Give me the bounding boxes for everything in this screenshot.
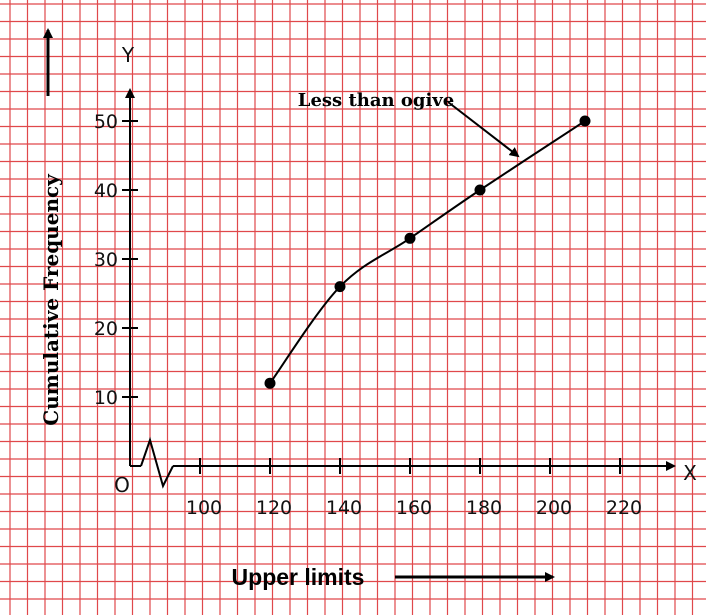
x-tick-label: 160 [396, 497, 432, 519]
x-axis-title: Upper limits [232, 564, 365, 590]
x-tick-label: 180 [466, 497, 502, 519]
x-axis-break-zigzag [140, 436, 174, 489]
y-axis-letter: Y [121, 43, 135, 67]
y-tick-label: 20 [94, 318, 118, 340]
origin-label: O [114, 473, 130, 497]
x-tick-label: 200 [536, 497, 572, 519]
x-axis-letter: X [683, 461, 697, 485]
y-tick-label: 10 [94, 387, 118, 409]
x-tick-label: 220 [606, 497, 642, 519]
x-tick-label: 120 [256, 497, 292, 519]
data-point [579, 115, 591, 127]
annotation-label: Less than ogive [298, 90, 454, 111]
y-tick-label: 50 [94, 111, 118, 133]
y-tick-label: 30 [94, 249, 118, 271]
axes [43, 28, 676, 582]
x-tick-label: 100 [186, 497, 222, 519]
annotation-pointer [447, 101, 520, 158]
ogive-curve [269, 120, 586, 384]
series [264, 115, 591, 389]
axis-ticks: 100 120 140 160 180 200 220 10 20 30 40 50 [94, 111, 642, 519]
data-point [474, 184, 486, 196]
data-point [404, 232, 416, 244]
chart-labels: Y X O Cumulative Frequency Upper limits Less … [39, 43, 697, 590]
data-point [264, 377, 276, 389]
y-tick-label: 40 [94, 180, 118, 202]
y-axis-title: Cumulative Frequency [39, 173, 63, 426]
x-tick-label: 140 [326, 497, 362, 519]
data-point [334, 281, 346, 293]
